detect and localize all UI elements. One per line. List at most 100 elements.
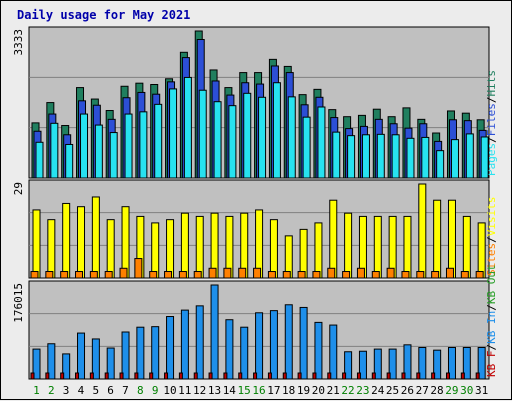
- x-tick-label-day-26: 26: [401, 384, 414, 397]
- chart-title: Daily usage for May 2021: [17, 8, 190, 22]
- bar-visits-day-5: [91, 196, 100, 279]
- bar-pages-day-6: [109, 132, 118, 179]
- bar-kbf-day-28: [431, 372, 436, 380]
- bar-sites-day-6: [104, 271, 113, 279]
- bar-kbf-day-11: [178, 372, 183, 380]
- bar-visits-day-17: [269, 219, 278, 279]
- bar-sites-day-2: [45, 271, 54, 279]
- bar-pages-day-23: [361, 134, 370, 179]
- x-tick-label-day-27: 27: [416, 384, 429, 397]
- x-tick-label-day-19: 19: [297, 384, 310, 397]
- bar-visits-day-7: [121, 206, 130, 279]
- legend-entry-hits: Hits: [485, 70, 498, 97]
- bar-kbin-day-13: [210, 284, 219, 380]
- x-tick-label-day-13: 13: [208, 384, 221, 397]
- bar-visits-day-22: [344, 212, 353, 279]
- bar-visits-day-4: [77, 206, 86, 279]
- bar-kbin-day-30: [462, 346, 471, 380]
- bar-kbin-day-1: [32, 348, 41, 380]
- bar-kbf-day-5: [89, 372, 94, 380]
- bar-kbf-day-27: [416, 372, 421, 380]
- bar-visits-day-29: [447, 199, 456, 279]
- bar-sites-day-27: [416, 271, 425, 279]
- bar-kbin-day-25: [388, 348, 397, 380]
- bar-sites-day-1: [30, 271, 39, 279]
- bar-kbf-day-13: [208, 372, 213, 380]
- bar-kbf-day-26: [401, 372, 406, 380]
- bar-kbf-day-22: [342, 372, 347, 380]
- bar-kbin-day-21: [329, 324, 338, 380]
- bar-kbf-day-10: [164, 372, 169, 380]
- legend-separator: /: [485, 304, 498, 311]
- bar-pages-day-8: [139, 111, 148, 179]
- bar-sites-day-3: [60, 271, 69, 279]
- bar-sites-day-29: [445, 267, 454, 279]
- bar-visits-day-19: [299, 228, 308, 279]
- bar-kbf-day-2: [45, 372, 50, 380]
- panel-visits-sites: 29 Sites/Visits: [12, 179, 498, 279]
- bar-kbf-day-20: [312, 372, 317, 380]
- bar-visits-day-28: [433, 199, 442, 279]
- x-tick-label-day-16: 16: [252, 384, 265, 397]
- x-tick-label-day-25: 25: [386, 384, 399, 397]
- x-tick-label-day-1: 1: [33, 384, 40, 397]
- bar-pages-day-7: [124, 113, 133, 179]
- x-tick-label-day-10: 10: [163, 384, 176, 397]
- bar-sites-day-30: [460, 271, 469, 279]
- x-tick-label-day-18: 18: [282, 384, 295, 397]
- x-tick-label-day-2: 2: [48, 384, 55, 397]
- bar-visits-day-30: [462, 215, 471, 279]
- x-tick-label-day-24: 24: [371, 384, 385, 397]
- bar-pages-day-24: [376, 133, 385, 179]
- x-tick-label-day-30: 30: [460, 384, 473, 397]
- bar-kbf-day-12: [193, 372, 198, 380]
- bar-kbf-day-19: [297, 372, 302, 380]
- bar-sites-day-15: [238, 267, 247, 279]
- bar-pages-day-19: [302, 116, 311, 179]
- bar-kbin-day-15: [240, 326, 249, 380]
- bar-sites-day-10: [164, 271, 173, 279]
- bar-visits-day-26: [403, 215, 412, 279]
- bar-visits-day-10: [166, 219, 175, 279]
- bar-sites-day-16: [253, 267, 262, 279]
- x-tick-label-day-20: 20: [312, 384, 325, 397]
- bar-pages-day-22: [347, 135, 356, 179]
- bar-visits-day-27: [418, 183, 427, 279]
- bar-kbin-day-7: [121, 331, 130, 380]
- bar-sites-day-18: [282, 271, 291, 279]
- y-max-label: 29: [12, 182, 25, 195]
- bar-visits-day-24: [373, 215, 382, 279]
- bar-kbf-day-21: [327, 372, 332, 380]
- legend-entry-kb_in: KB In: [485, 311, 498, 344]
- bar-sites-day-21: [327, 267, 336, 279]
- bar-kbf-day-23: [356, 372, 361, 380]
- legend-entry-kb_f: KB F: [485, 351, 498, 378]
- x-tick-label-day-29: 29: [445, 384, 458, 397]
- bar-kbin-day-16: [255, 312, 264, 380]
- bar-visits-day-2: [47, 219, 56, 279]
- x-tick-label-day-12: 12: [193, 384, 206, 397]
- bar-kbf-day-15: [238, 372, 243, 380]
- bar-pages-day-15: [243, 92, 252, 179]
- bar-kbf-day-1: [30, 372, 35, 380]
- bar-sites-day-17: [267, 271, 276, 279]
- legend-entry-visits: Visits: [485, 197, 498, 237]
- x-tick-label-day-17: 17: [267, 384, 280, 397]
- bar-kbf-day-29: [445, 372, 450, 380]
- bar-sites-day-4: [75, 271, 84, 279]
- panel-legend: Pages/Files/Hits: [485, 70, 498, 176]
- bar-pages-day-17: [272, 82, 281, 179]
- bar-kbf-day-16: [253, 372, 258, 380]
- legend-entry-sites: Sites: [485, 243, 498, 276]
- bar-pages-day-16: [258, 96, 267, 179]
- bar-sites-day-31: [475, 271, 484, 279]
- bar-sites-day-26: [401, 271, 410, 279]
- bar-kbf-day-9: [149, 372, 154, 380]
- bar-sites-day-28: [431, 271, 440, 279]
- bar-kbin-day-22: [344, 351, 353, 380]
- bar-pages-day-1: [35, 141, 44, 179]
- panel-legend: KB F/KB In/KB Out: [485, 264, 498, 377]
- panel-hits-files-pages: 3333 Pages/Files/Hits: [12, 26, 498, 179]
- bar-kbin-day-18: [284, 304, 293, 380]
